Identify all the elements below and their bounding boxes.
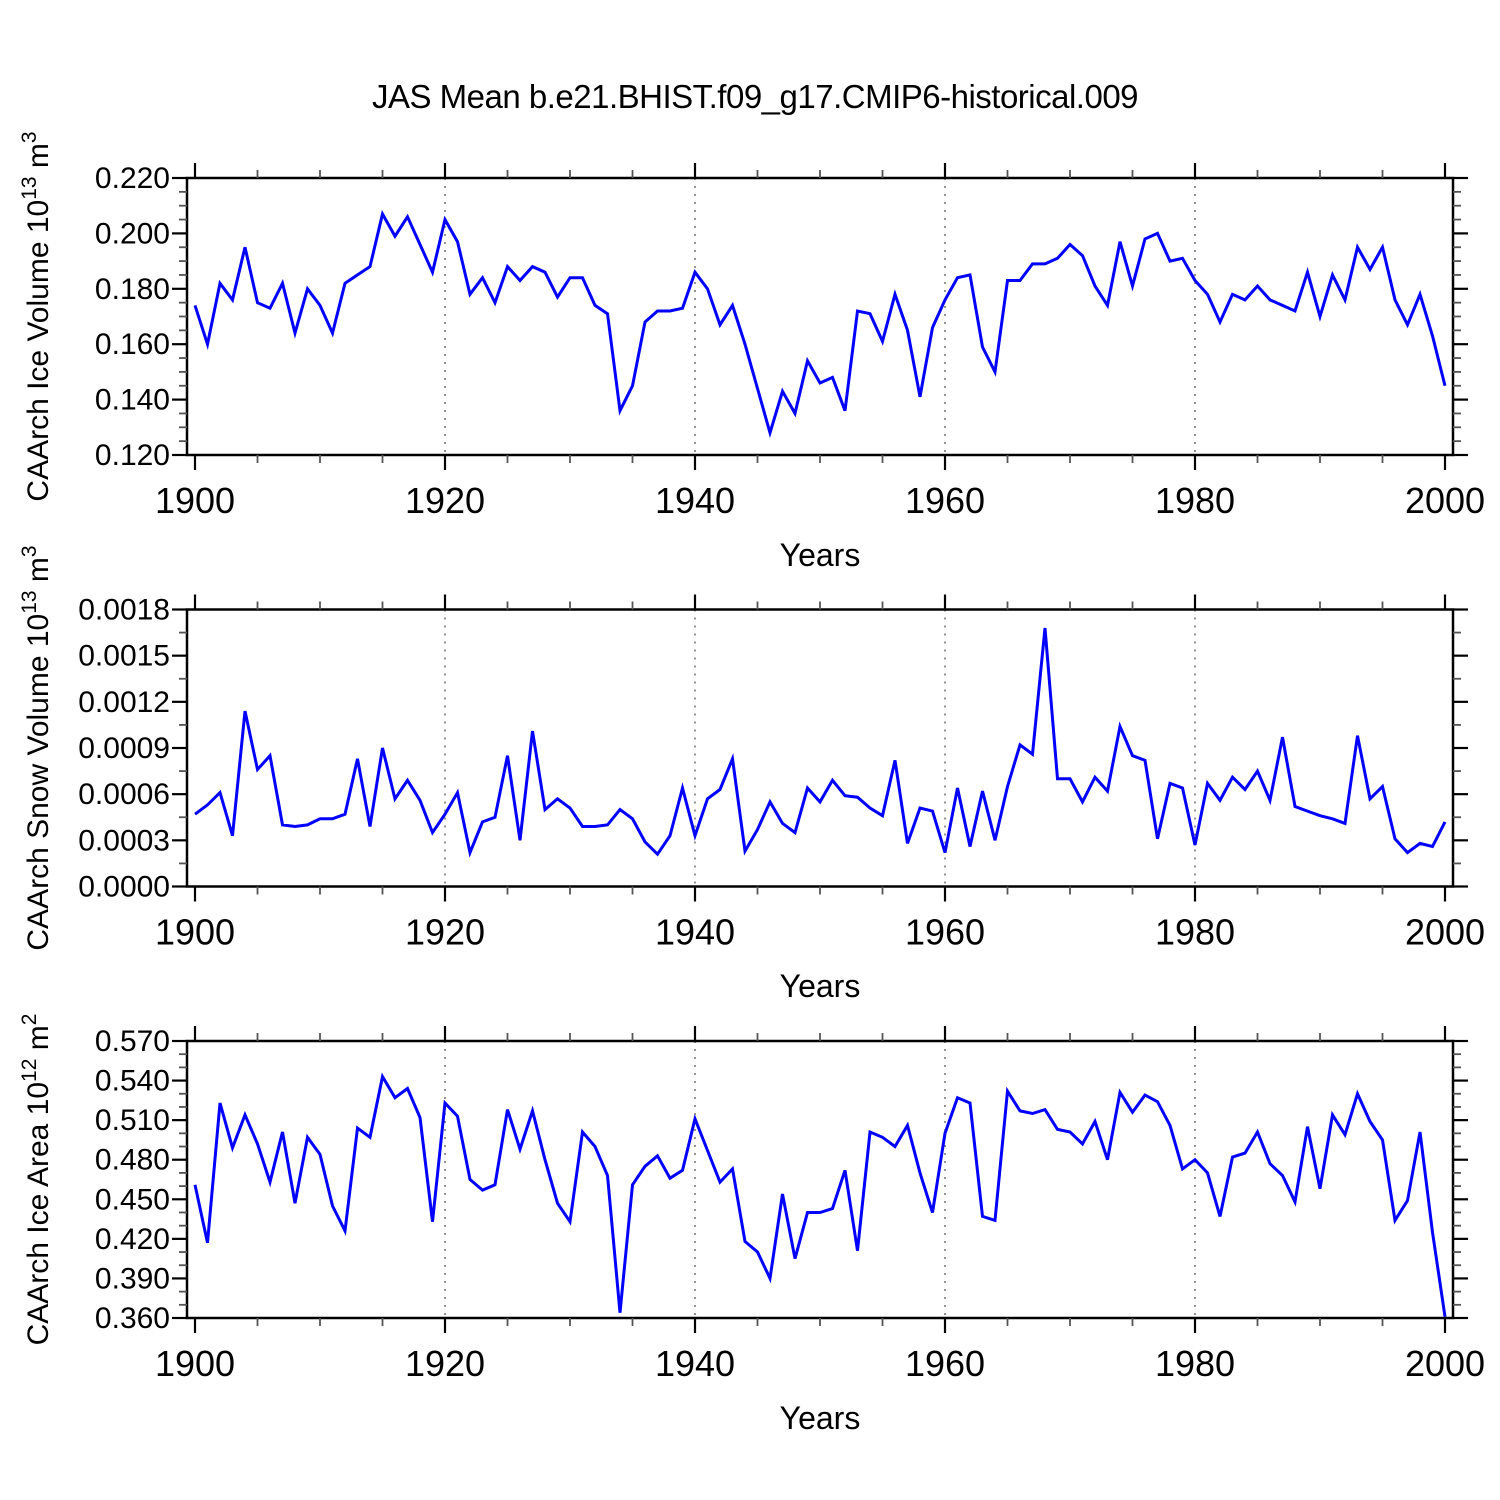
x-axis-ticks: 1900 1920 1940 1960 1980 2000 xyxy=(155,163,1485,521)
panels-group: 1900 1920 1940 1960 1980 20000.1200.1400.1600… xyxy=(18,131,1485,1384)
y-tick-label: 0.510 xyxy=(95,1104,170,1137)
y-tick-label: 0.450 xyxy=(95,1183,170,1216)
x-tick-label: 1900 xyxy=(155,480,235,521)
x-tick-label: 1960 xyxy=(905,1343,985,1384)
y-tick-label: 0.0012 xyxy=(78,686,170,719)
y-tick-label: 0.180 xyxy=(95,273,170,306)
x-tick-label: 1900 xyxy=(155,912,235,953)
y-tick-label: 0.420 xyxy=(95,1223,170,1256)
x-tick-label: 1900 xyxy=(155,1343,235,1384)
x-tick-label: 1980 xyxy=(1155,912,1235,953)
x-tick-label: 1960 xyxy=(905,480,985,521)
xaxis-label-panel2: Years xyxy=(780,968,861,1004)
panel-caarch-snow-volume: 1900 1920 1940 1960 1980 20000.00000.00030.00… xyxy=(18,545,1485,952)
series-line-1 xyxy=(194,627,1447,858)
y-axis-ticks: 0.0000 0.0003 0.0006 0.0009 0.0012 0.0015 0.00… xyxy=(78,594,1468,904)
x-tick-label: 1980 xyxy=(1155,480,1235,521)
xaxis-label-panel1: Years xyxy=(780,537,861,573)
x-tick-label: 1920 xyxy=(405,480,485,521)
x-tick-label: 1940 xyxy=(655,480,735,521)
plot-frame xyxy=(185,1039,1455,1320)
y-tick-label: 0.390 xyxy=(95,1262,170,1295)
panel-caarch-ice-volume: 1900 1920 1940 1960 1980 20000.1200.1400.1600… xyxy=(18,131,1485,521)
xaxis-label-panel3: Years xyxy=(780,1400,861,1436)
y-tick-label: 0.0003 xyxy=(78,824,170,857)
plot-frame xyxy=(185,608,1455,888)
chart-title: JAS Mean b.e21.BHIST.f09_g17.CMIP6-histo… xyxy=(372,78,1138,115)
x-tick-label: 1940 xyxy=(655,912,735,953)
y-tick-label: 0.0015 xyxy=(78,640,170,673)
y-tick-label: 0.360 xyxy=(95,1302,170,1335)
x-axis-ticks: 1900 1920 1940 1960 1980 2000 xyxy=(155,1026,1485,1384)
y-tick-label: 0.540 xyxy=(95,1065,170,1098)
y-tick-label: 0.0009 xyxy=(78,732,170,765)
x-tick-label: 1920 xyxy=(405,912,485,953)
series-line-0 xyxy=(193,209,1447,439)
y-tick-label: 0.0018 xyxy=(78,594,170,627)
y-axis-ticks: 0.120 0.140 0.160 0.180 0.200 0.220 xyxy=(95,162,1468,472)
series-line-2 xyxy=(193,1072,1447,1317)
y-tick-label: 0.200 xyxy=(95,217,170,250)
y-axis-label-panel2: CAArch Snow Volume 1013​ m3​ xyxy=(18,545,55,950)
y-tick-label: 0.120 xyxy=(95,439,170,472)
x-tick-label: 2000 xyxy=(1405,912,1485,953)
y-tick-label: 0.160 xyxy=(95,328,170,361)
x-tick-label: 1940 xyxy=(655,1343,735,1384)
x-tick-label: 1960 xyxy=(905,912,985,953)
x-tick-label: 2000 xyxy=(1405,1343,1485,1384)
plot-frame xyxy=(185,176,1455,457)
x-tick-label: 2000 xyxy=(1405,480,1485,521)
y-tick-label: 0.220 xyxy=(95,162,170,195)
y-tick-label: 0.0006 xyxy=(78,778,170,811)
y-tick-label: 0.480 xyxy=(95,1144,170,1177)
y-tick-label: 0.140 xyxy=(95,384,170,417)
x-axis-ticks: 1900 1920 1940 1960 1980 2000 xyxy=(155,594,1485,953)
y-tick-label: 0.0000 xyxy=(78,871,170,904)
x-tick-label: 1920 xyxy=(405,1343,485,1384)
x-tick-label: 1980 xyxy=(1155,1343,1235,1384)
y-tick-label: 0.570 xyxy=(95,1025,170,1058)
y-axis-label-panel1: CAArch Ice Volume 1013​ m3​ xyxy=(18,131,55,501)
panel-caarch-ice-area: 1900 1920 1940 1960 1980 20000.3600.3900.4200… xyxy=(18,1014,1485,1384)
y-axis-ticks: 0.360 0.390 0.420 0.450 0.480 0.510 0.540 0.570 xyxy=(95,1025,1468,1335)
y-axis-label-panel3: CAArch Ice Area 1012​ m2​ xyxy=(18,1014,55,1346)
